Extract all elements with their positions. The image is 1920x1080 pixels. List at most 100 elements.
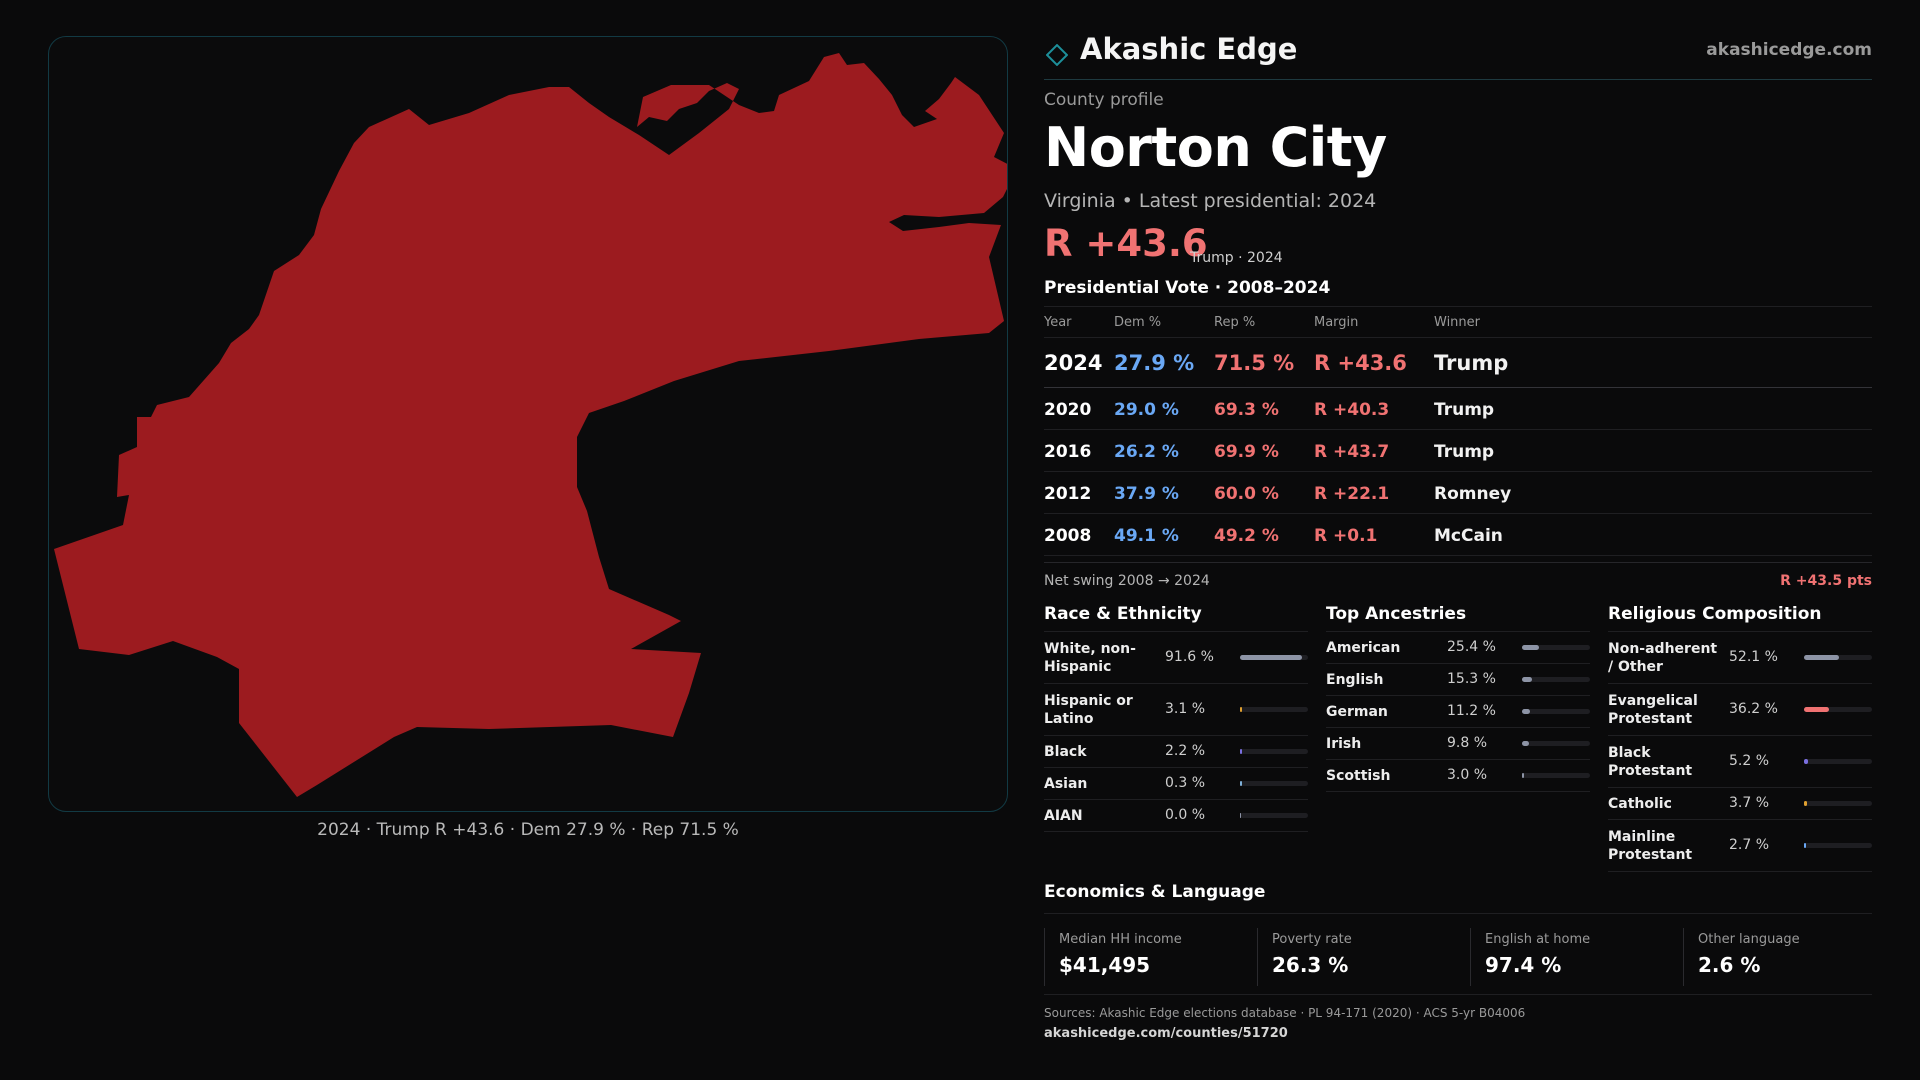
item-bar-fill	[1804, 801, 1807, 806]
stat-label: Median HH income	[1059, 932, 1182, 947]
list-item: White, non-Hispanic 91.6 %	[1044, 632, 1308, 684]
stat-value: $41,495	[1059, 953, 1151, 977]
table-row: 2020 29.0 % 69.3 % R +40.3 Trump	[1044, 388, 1872, 430]
stat-label: English at home	[1485, 932, 1591, 947]
item-label: Catholic	[1608, 796, 1672, 812]
col-rep: Rep %	[1214, 315, 1256, 330]
item-label: American	[1326, 640, 1401, 656]
row-winner: Trump	[1434, 351, 1509, 375]
item-pct: 11.2 %	[1447, 703, 1496, 719]
item-pct: 91.6 %	[1165, 649, 1214, 665]
item-bar-fill	[1804, 843, 1807, 848]
item-bar-fill	[1522, 741, 1529, 746]
map-caption: 2024 · Trump R +43.6 · Dem 27.9 % · Rep …	[317, 820, 739, 840]
list-item: Hispanic or Latino 3.1 %	[1044, 684, 1308, 736]
item-bar-fill	[1522, 677, 1533, 682]
item-label: Black	[1044, 744, 1087, 760]
item-label: German	[1326, 704, 1388, 720]
table-row: 2012 37.9 % 60.0 % R +22.1 Romney	[1044, 472, 1872, 514]
list-item: Scottish 3.0 %	[1326, 760, 1590, 792]
row-year: 2008	[1044, 526, 1092, 546]
row-rep: 49.2 %	[1214, 526, 1279, 546]
item-pct: 0.0 %	[1165, 807, 1206, 823]
list-item: American 25.4 %	[1326, 632, 1590, 664]
stat-label: Other language	[1698, 932, 1800, 947]
brand-name[interactable]: Akashic Edge	[1080, 32, 1298, 66]
item-bar-fill	[1522, 645, 1540, 650]
item-bar	[1804, 707, 1872, 712]
row-dem: 27.9 %	[1114, 351, 1195, 375]
item-label: Asian	[1044, 776, 1088, 792]
item-bar-fill	[1240, 813, 1242, 818]
item-bar	[1522, 709, 1590, 714]
race-section-title: Race & Ethnicity	[1044, 600, 1308, 632]
item-pct: 52.1 %	[1729, 649, 1778, 665]
net-swing-label: Net swing 2008 → 2024	[1044, 573, 1210, 589]
item-bar	[1522, 773, 1590, 778]
source-link[interactable]: akashicedge.com/counties/51720	[1044, 1026, 1288, 1041]
brand-header: Akashic Edge akashicedge.com	[1044, 30, 1872, 80]
item-bar	[1804, 843, 1872, 848]
item-pct: 3.1 %	[1165, 701, 1206, 717]
net-swing-row: Net swing 2008 → 2024 R +43.5 pts	[1044, 562, 1872, 594]
row-dem: 29.0 %	[1114, 400, 1179, 420]
row-rep: 69.9 %	[1214, 442, 1279, 462]
row-winner: Trump	[1434, 400, 1495, 420]
row-winner: Trump	[1434, 442, 1495, 462]
item-bar	[1522, 645, 1590, 650]
row-margin: R +43.7	[1314, 442, 1390, 462]
row-margin: R +22.1	[1314, 484, 1390, 504]
row-dem: 37.9 %	[1114, 484, 1179, 504]
county-shape[interactable]	[54, 53, 1008, 797]
headline-note: Trump · 2024	[1190, 250, 1283, 266]
row-year: 2024	[1044, 351, 1103, 375]
row-year: 2016	[1044, 442, 1092, 462]
row-rep: 69.3 %	[1214, 400, 1279, 420]
item-bar	[1522, 677, 1590, 682]
row-rep: 71.5 %	[1214, 351, 1295, 375]
sources-note: Sources: Akashic Edge elections database…	[1044, 1006, 1526, 1020]
row-winner: Romney	[1434, 484, 1512, 504]
item-bar	[1804, 759, 1872, 764]
item-pct: 5.2 %	[1729, 753, 1770, 769]
stat-median-income: Median HH income $41,495	[1044, 928, 1251, 986]
item-bar	[1240, 813, 1308, 818]
item-bar-fill	[1522, 709, 1530, 714]
county-map-panel	[48, 36, 1008, 812]
list-item: Mainline Protestant 2.7 %	[1608, 820, 1872, 872]
item-bar-fill	[1240, 781, 1243, 786]
item-pct: 3.0 %	[1447, 767, 1488, 783]
item-bar-fill	[1522, 773, 1525, 778]
headline-margin: R +43.6	[1044, 222, 1208, 265]
page-title: Norton City	[1044, 116, 1387, 179]
item-label: Evangelical Protestant	[1608, 693, 1698, 727]
stat-value: 97.4 %	[1485, 953, 1562, 977]
item-label: Black Protestant	[1608, 745, 1693, 779]
row-dem: 26.2 %	[1114, 442, 1179, 462]
religion-section-title: Religious Composition	[1608, 600, 1872, 632]
list-item: Irish 9.8 %	[1326, 728, 1590, 760]
economics-stats: Median HH income $41,495 Poverty rate 26…	[1044, 928, 1872, 986]
list-item: German 11.2 %	[1326, 696, 1590, 728]
item-bar	[1522, 741, 1590, 746]
item-label: Non-adherent / Other	[1608, 641, 1718, 675]
page-subtitle: Virginia • Latest presidential: 2024	[1044, 190, 1377, 212]
stat-other-language: Other language 2.6 %	[1683, 928, 1890, 986]
item-bar	[1240, 749, 1308, 754]
brand-url[interactable]: akashicedge.com	[1706, 40, 1872, 60]
item-pct: 2.2 %	[1165, 743, 1206, 759]
col-margin: Margin	[1314, 315, 1359, 330]
item-pct: 9.8 %	[1447, 735, 1488, 751]
diamond-outline-icon	[1046, 44, 1068, 66]
item-bar	[1240, 707, 1308, 712]
list-item: AIAN 0.0 %	[1044, 800, 1308, 832]
row-dem: 49.1 %	[1114, 526, 1179, 546]
item-pct: 2.7 %	[1729, 837, 1770, 853]
item-bar-fill	[1804, 707, 1829, 712]
row-margin: R +0.1	[1314, 526, 1378, 546]
ancestries-panel: Top Ancestries American 25.4 % English 1…	[1326, 600, 1590, 792]
item-bar-fill	[1804, 759, 1808, 764]
net-swing-value: R +43.5 pts	[1780, 573, 1872, 589]
vote-table: Year Dem % Rep % Margin Winner 2024 27.9…	[1044, 306, 1872, 556]
